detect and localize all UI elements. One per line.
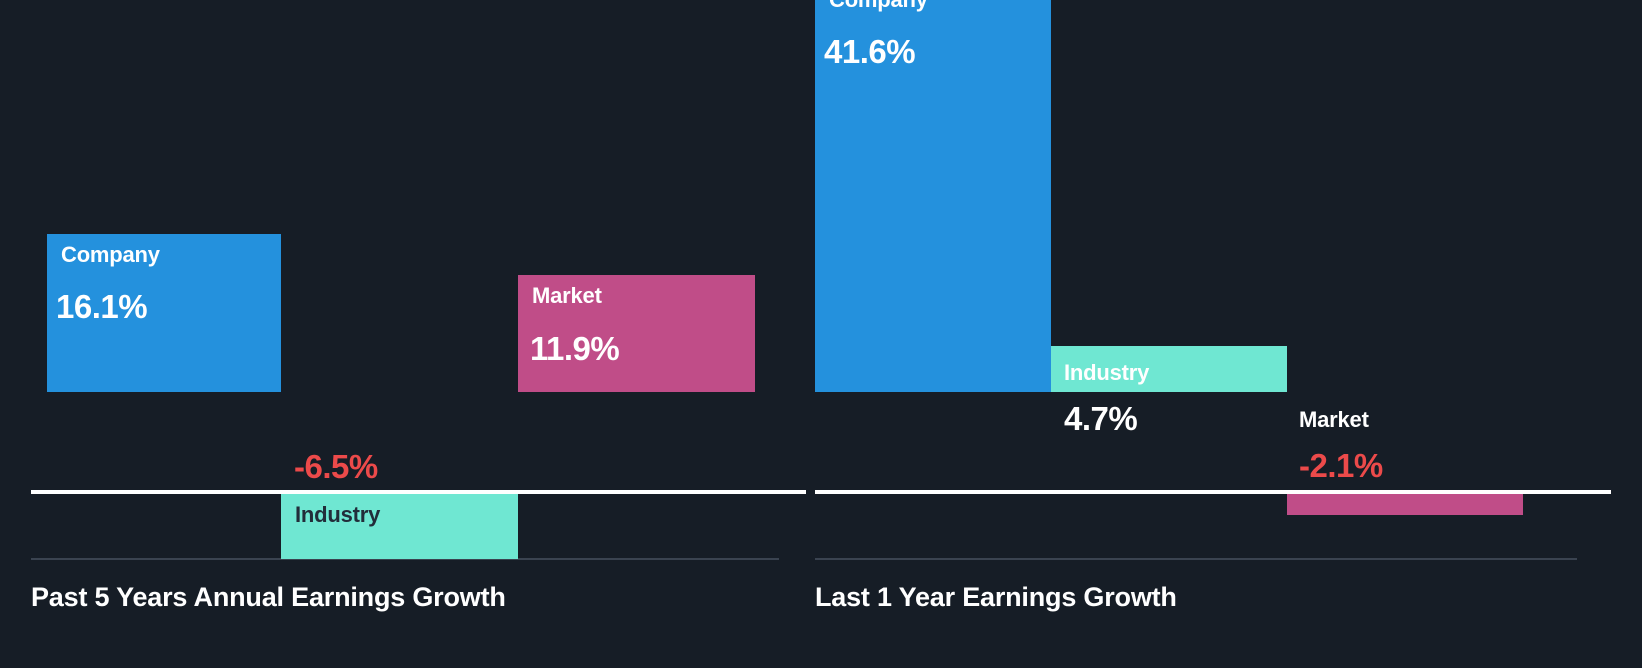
bar-label-industry-right: Industry (1064, 360, 1150, 385)
zero-baseline-right (815, 490, 1611, 494)
value-label-industry-right: 4.7% (1064, 400, 1138, 437)
axis-rule-right (815, 558, 1577, 560)
bar-market-left[interactable]: Market (518, 275, 755, 392)
value-label-company-right: 41.6% (824, 33, 916, 70)
chart-title-past-5-years: Past 5 Years Annual Earnings Growth (31, 582, 506, 612)
chart-title-last-1-year: Last 1 Year Earnings Growth (815, 582, 1177, 612)
chart-panel-last-1-year: 41.6% Company Industry 4.7% Market -2.1%… (806, 0, 1642, 668)
bar-industry-right[interactable] (1051, 346, 1287, 392)
chart-panel-past-5-years: 16.1% Company -6.5% Industry 11.9% Marke… (0, 0, 806, 668)
zero-baseline-left (31, 490, 806, 494)
value-label-company-left: 16.1% (56, 288, 148, 325)
plot-area-left: 16.1% Company -6.5% Industry 11.9% Marke… (0, 0, 806, 568)
bar-label-company-right: Company (829, 0, 928, 13)
bar-label-company-left: Company (61, 242, 160, 267)
bar-company-right[interactable]: Company (815, 0, 1051, 392)
bar-label-market-left: Market (532, 283, 602, 308)
value-label-market-right: -2.1% (1299, 447, 1383, 484)
bar-label-industry-left: Industry (295, 502, 381, 527)
bar-company-left[interactable]: Company (47, 234, 281, 392)
bar-market-right[interactable] (1287, 494, 1523, 515)
axis-rule-left (31, 558, 779, 560)
value-label-market-left: 11.9% (530, 330, 620, 367)
value-label-industry-left: -6.5% (294, 448, 378, 485)
plot-area-right: 41.6% Company Industry 4.7% Market -2.1% (806, 0, 1642, 568)
bar-label-market-right: Market (1299, 407, 1369, 432)
bar-industry-left[interactable]: Industry (281, 494, 518, 559)
